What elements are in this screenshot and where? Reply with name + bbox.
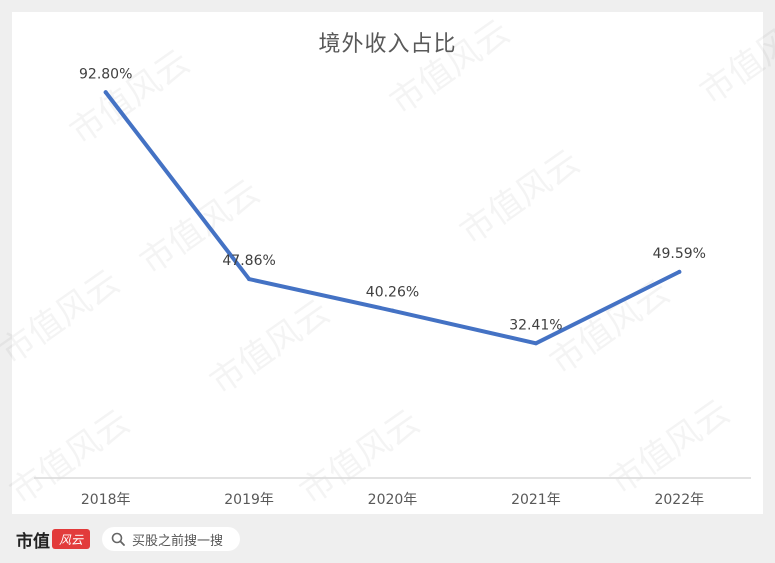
chart-card <box>12 12 763 514</box>
search-box[interactable]: 买股之前搜一搜 <box>102 527 240 551</box>
data-label: 92.80% <box>79 66 132 82</box>
line-chart: 2018年 2019年 2020年 2021年 2022年 92.80% 47.86% 40.… <box>34 66 751 508</box>
series-line <box>103 90 682 346</box>
x-tick-label: 2020年 <box>368 492 418 508</box>
data-point <box>247 277 252 282</box>
x-tick-label: 2022年 <box>654 492 704 508</box>
data-point <box>390 308 395 313</box>
footer-bar: 市值 风云 买股之前搜一搜 <box>0 520 775 563</box>
data-point <box>103 90 108 95</box>
data-point <box>533 341 538 346</box>
x-tick-label: 2021年 <box>511 492 561 508</box>
x-tick-label: 2019年 <box>224 492 274 508</box>
brand-logo[interactable]: 市值 风云 <box>16 527 90 552</box>
data-label: 40.26% <box>366 285 419 301</box>
x-tick-label: 2018年 <box>81 492 131 508</box>
search-icon <box>111 532 125 546</box>
data-label: 32.41% <box>509 317 562 333</box>
data-label: 47.86% <box>222 253 275 269</box>
data-point <box>677 269 682 274</box>
brand-name: 市值 <box>16 531 50 552</box>
data-label: 49.59% <box>653 246 706 262</box>
search-placeholder: 买股之前搜一搜 <box>132 533 224 549</box>
brand-badge: 风云 <box>52 529 90 549</box>
chart-title: 境外收入占比 <box>318 32 457 57</box>
